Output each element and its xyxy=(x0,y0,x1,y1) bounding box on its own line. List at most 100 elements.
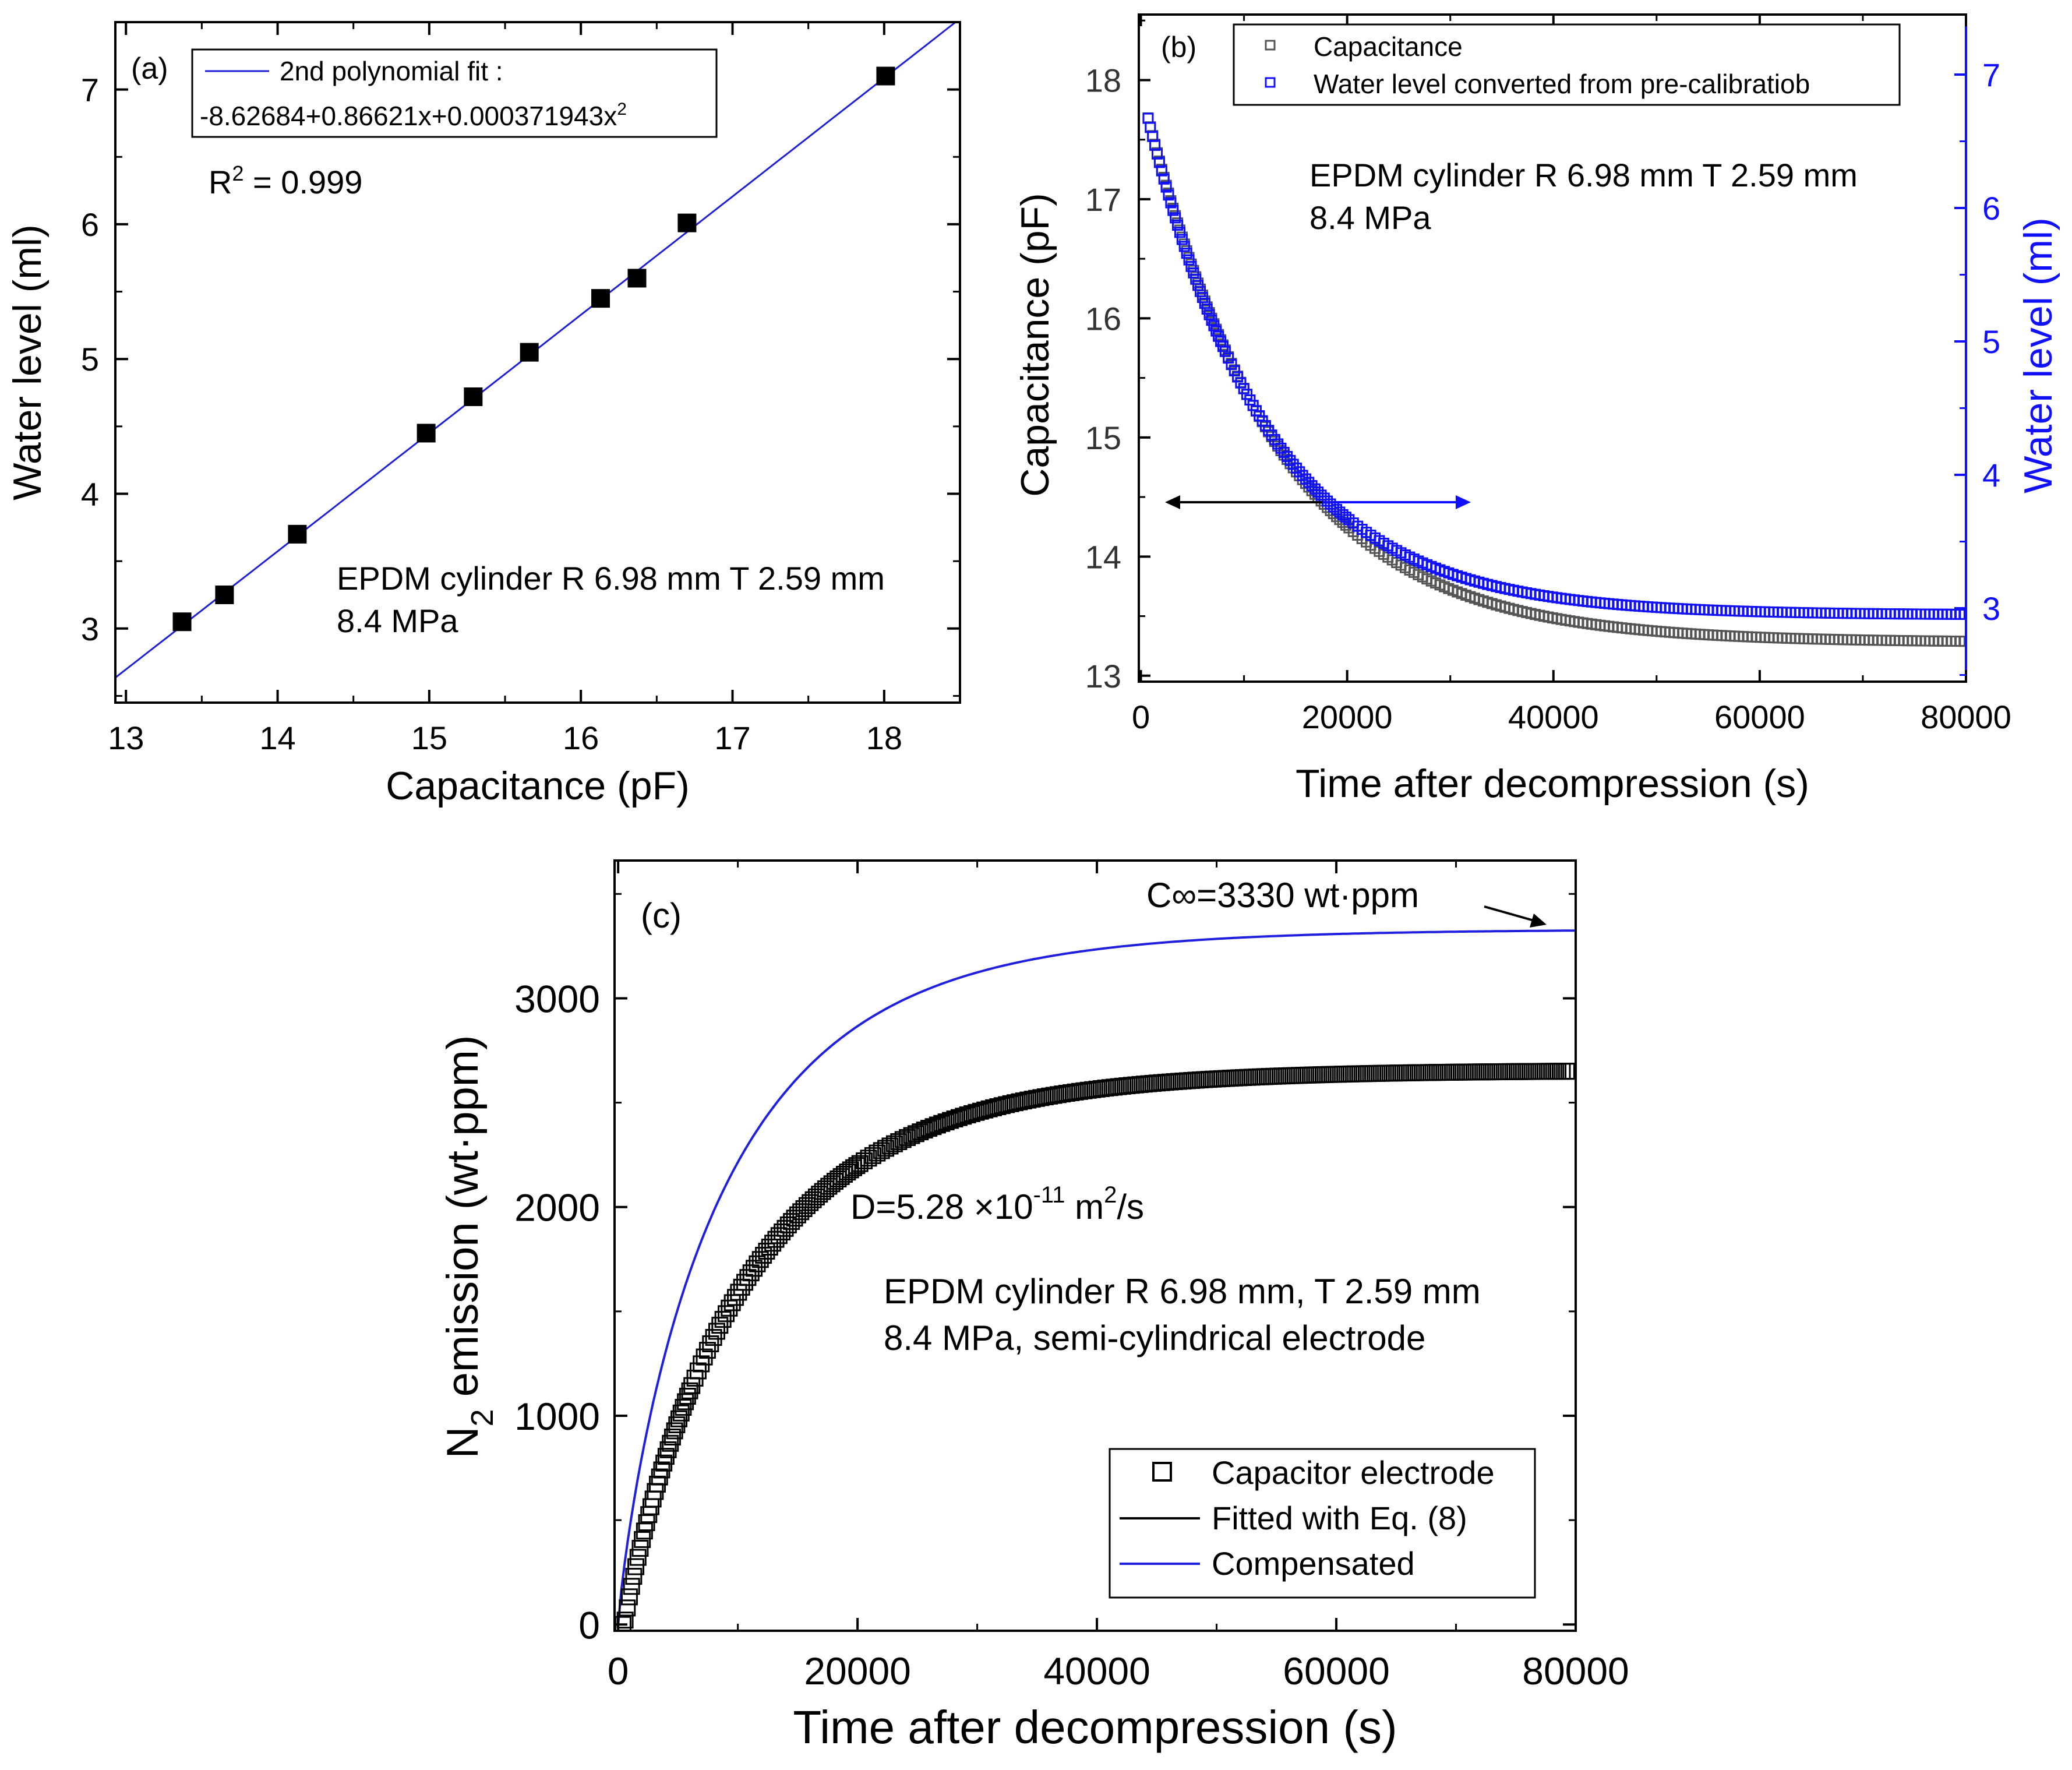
c-capacitor-point xyxy=(721,1299,738,1317)
b-ytick-label-1: 14 xyxy=(1085,538,1121,575)
c-xtick-label-0: 0 xyxy=(608,1649,629,1693)
a-xtick-label-3: 16 xyxy=(563,720,599,756)
c-capacitor-point xyxy=(702,1335,719,1352)
c-capacitor-point xyxy=(976,1101,994,1119)
c-capacitor-point xyxy=(933,1115,951,1132)
b-water-level-point xyxy=(1178,241,1190,252)
panel-c-frame xyxy=(613,859,1577,1632)
b-ytick-label-5: 18 xyxy=(1085,62,1121,98)
b-xtick-label-4: 80000 xyxy=(1921,699,2011,735)
legend-fit-label: 2nd polynomial fit : xyxy=(280,56,503,86)
b-water-level-point xyxy=(1167,204,1179,216)
c-capacitor-point xyxy=(839,1163,856,1181)
diffusivity-annotation: D=5.28 ×10-11 m2/s xyxy=(850,1182,1144,1226)
b-water-level-point xyxy=(1183,254,1195,266)
b-y2tick-label-4: 7 xyxy=(1982,57,2000,93)
c-capacitor-point xyxy=(723,1294,741,1311)
c-capacitor-point xyxy=(668,1416,686,1433)
a-data-point-9 xyxy=(876,66,895,86)
b-water-level-point xyxy=(1176,234,1188,245)
b-y2tick-label-3: 6 xyxy=(1982,190,2000,227)
b-water-level-point xyxy=(1165,197,1177,209)
a-xtick-label-1: 14 xyxy=(259,720,295,756)
c-capacitor-point xyxy=(705,1329,722,1346)
panel-c-ylabel: N2 emission (wt·ppm) xyxy=(438,1035,500,1459)
c-capacitor-point xyxy=(679,1387,696,1405)
panel-b-pressure-label: 8.4 MPa xyxy=(1309,199,1431,236)
a-data-point-0 xyxy=(172,612,192,632)
b-y2tick-label-1: 4 xyxy=(1982,457,2000,493)
panel-c: 0 20000 40000 60000 80000 0 1000 2000 3000 (c) C… xyxy=(438,859,1629,1753)
right-axis-arrow xyxy=(1322,495,1471,509)
c-capacitor-point xyxy=(955,1108,972,1125)
c-capacitor-point xyxy=(714,1311,732,1328)
c-ytick-label-1: 1000 xyxy=(514,1395,600,1438)
panel-c-xlabel: Time after decompression (s) xyxy=(793,1701,1397,1753)
c-capacitor-point xyxy=(916,1122,933,1139)
c-capacitor-point xyxy=(792,1203,810,1221)
legend-compensated-label: Compensated xyxy=(1212,1545,1415,1582)
b-water-level-point xyxy=(1185,260,1197,272)
c-capacitor-point xyxy=(625,1568,643,1585)
c-capacitor-point xyxy=(631,1539,649,1557)
c-capacitor-point xyxy=(746,1260,763,1277)
cinf-annotation: C∞=3330 wt·ppm xyxy=(1146,876,1419,915)
c-capacitor-point xyxy=(733,1278,750,1296)
b-ytick-label-4: 17 xyxy=(1085,181,1121,218)
panel-b-legend: Capacitance Water level converted from p… xyxy=(1233,23,1901,106)
c-capacitor-point xyxy=(629,1549,647,1566)
b-water-level-point xyxy=(1160,181,1172,193)
c-xtick-label-3: 60000 xyxy=(1283,1649,1390,1693)
a-xtick-label-2: 15 xyxy=(411,720,447,756)
c-capacitor-point xyxy=(627,1558,645,1575)
c-capacitor-point xyxy=(798,1197,816,1214)
a-data-point-1 xyxy=(215,585,234,604)
c-capacitor-point xyxy=(711,1317,729,1334)
c-capacitor-point xyxy=(985,1099,1003,1116)
b-water-level-point xyxy=(1190,273,1202,285)
b-water-level-point xyxy=(1300,473,1311,485)
b-water-level-point xyxy=(1201,304,1213,315)
c-xtick-label-4: 80000 xyxy=(1522,1649,1629,1693)
c-capacitor-point xyxy=(742,1264,760,1282)
panel-b-ylabel: Capacitance (pF) xyxy=(1013,193,1057,497)
a-ytick-label-2: 5 xyxy=(81,341,99,378)
b-water-level-point xyxy=(1238,383,1249,394)
c-capacitor-point xyxy=(670,1410,688,1427)
legend-capacitance-label: Capacitance xyxy=(1314,31,1463,62)
b-water-level-point xyxy=(1174,227,1185,238)
legend-fit-equation: -8.62684+0.86621x+0.000371943x2 xyxy=(200,100,627,131)
b-water-level-point xyxy=(1156,165,1167,177)
b-water-level-point xyxy=(1158,173,1170,185)
c-capacitor-point xyxy=(696,1348,713,1366)
b-water-level-point xyxy=(1297,470,1308,481)
c-ytick-label-2: 2000 xyxy=(514,1186,600,1229)
panel-b-label: (b) xyxy=(1161,31,1196,64)
c-capacitor-point xyxy=(783,1213,800,1230)
c-capacitor-point xyxy=(903,1127,920,1144)
c-capacitor-point xyxy=(620,1588,638,1606)
c-capacitor-point xyxy=(1002,1095,1019,1112)
c-capacitor-point xyxy=(736,1274,754,1291)
c-capacitor-point xyxy=(675,1398,692,1416)
b-water-level-point xyxy=(1229,365,1240,376)
b-xtick-label-3: 60000 xyxy=(1714,699,1805,735)
b-water-level-point xyxy=(1226,359,1237,371)
c-capacitor-point xyxy=(980,1100,998,1117)
c-capacitor-point xyxy=(657,1448,675,1465)
b-water-level-point xyxy=(1188,267,1199,278)
panel-b-xlabel: Time after decompression (s) xyxy=(1296,761,1809,806)
c-capacitor-point xyxy=(924,1118,942,1136)
b-water-level-point xyxy=(1958,608,1966,620)
c-capacitor-point xyxy=(998,1096,1015,1113)
c-capacitor-point xyxy=(718,1305,735,1323)
c-capacitor-point xyxy=(912,1123,929,1141)
legend-capacitor-label: Capacitor electrode xyxy=(1212,1454,1495,1491)
c-capacitor-point xyxy=(894,1131,912,1148)
c-capacitor-point xyxy=(659,1441,677,1458)
c-capacitor-point xyxy=(739,1269,757,1286)
b-water-level-point xyxy=(1291,462,1302,474)
panel-a-pressure-label: 8.4 MPa xyxy=(337,602,458,639)
panel-c-legend: Capacitor electrode Fitted with Eq. (8) … xyxy=(1109,1448,1536,1599)
a-data-point-8 xyxy=(677,213,697,232)
